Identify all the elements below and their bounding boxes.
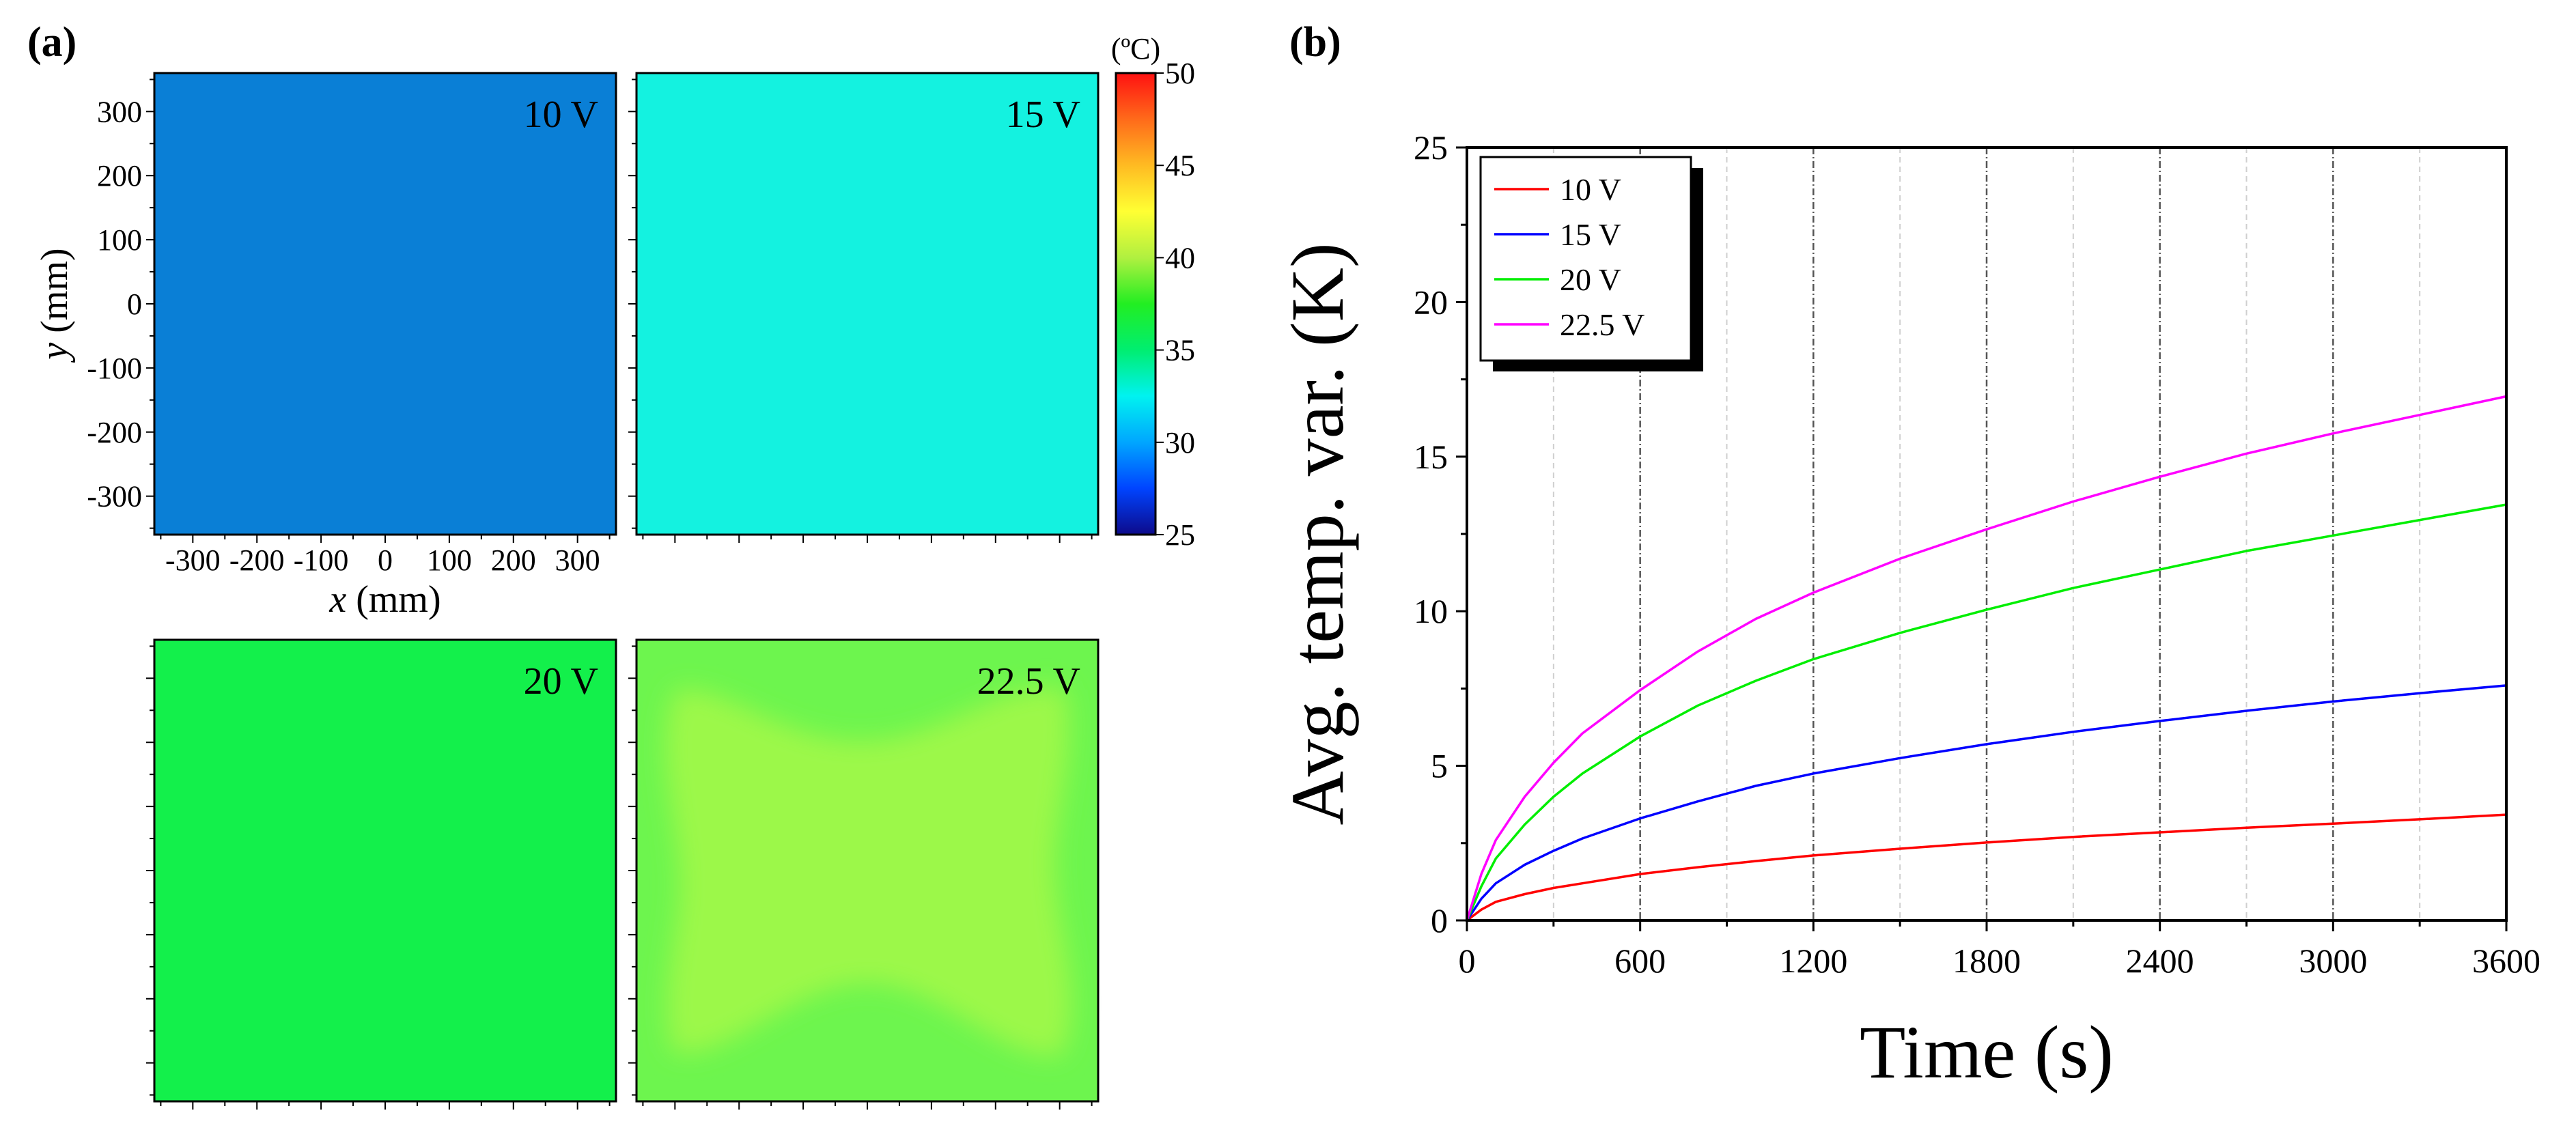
chart-x-tick-label: 600 xyxy=(1614,942,1666,980)
chart-x-tick-labels: 0 600 1200 1800 2400 3000 3600 xyxy=(1459,942,2541,980)
legend-box xyxy=(1479,156,1692,362)
legend-label-22-5v: 22.5 V xyxy=(1560,307,1644,342)
map-x-tick-label: 0 xyxy=(378,544,393,577)
chart-gridlines xyxy=(1552,147,2421,920)
map-20v-label: 20 V xyxy=(524,660,598,703)
colorbar-tick-label: 30 xyxy=(1165,426,1195,460)
chart-y-tick-label: 10 xyxy=(1414,592,1448,630)
series-line-10v xyxy=(1466,813,2507,922)
map-x-tick-label: 300 xyxy=(555,544,600,577)
chart-x-axis-label: Time (s) xyxy=(1860,1011,2114,1094)
map-y-axis-label-unit: (mm) xyxy=(33,248,76,342)
chart-series-lines xyxy=(1466,395,2507,922)
map-15v-label: 15 V xyxy=(1006,94,1080,136)
map-x-tick-label: -100 xyxy=(294,544,349,577)
series-line-20v xyxy=(1466,503,2507,921)
map-x-tick-label: -200 xyxy=(229,544,285,577)
map-x-tick-label: -300 xyxy=(165,544,221,577)
map-22-5v-label: 22.5 V xyxy=(977,660,1080,703)
panel-a: (a) 10 V 15 V 20 V 22.5 V -300 -200 -100 0 xyxy=(27,19,1195,1110)
colorbar-tick-label: 50 xyxy=(1165,57,1195,90)
panel-a-label: (a) xyxy=(27,19,76,66)
map-x-axis-label: x (mm) xyxy=(328,578,440,621)
colorbar-tick-label: 40 xyxy=(1165,241,1195,274)
chart-x-tick-label: 1200 xyxy=(1779,942,1847,980)
map-y-tick-label: -300 xyxy=(87,480,142,513)
series-line-15v xyxy=(1466,684,2507,921)
chart-y-tick-label: 0 xyxy=(1431,901,1448,940)
panel-b: (b) 0 600 1200 1800 2400 3000 3600 0510152025 … xyxy=(1276,19,2540,1094)
temperature-map-22-5v: 22.5 V xyxy=(635,638,1100,1103)
map-15v-field xyxy=(635,72,1100,536)
map-y-tick-labels: 300 200 100 0 -100 -200 -300 xyxy=(87,95,142,513)
legend-label-10v: 10 V xyxy=(1560,172,1621,207)
legend-items: 10 V 15 V 20 V 22.5 V xyxy=(1494,172,1644,342)
chart-x-tick-label: 3600 xyxy=(2472,942,2540,980)
chart-y-tick-label: 15 xyxy=(1414,438,1448,476)
map-y-axis-label-var: y xyxy=(33,343,76,363)
map-y-tick-label: 200 xyxy=(97,159,142,193)
temperature-map-15v: 15 V xyxy=(635,72,1100,536)
map-y-axis-label: y (mm) xyxy=(33,248,76,363)
legend-label-15v: 15 V xyxy=(1560,217,1621,252)
chart-y-tick-label: 25 xyxy=(1414,128,1448,167)
chart-x-tick-label: 1800 xyxy=(1952,942,2021,980)
chart-x-tick-label: 3000 xyxy=(2299,942,2367,980)
chart-y-tick-labels: 0 5 10 15 20 25 xyxy=(1414,128,1448,940)
colorbar-unit: (ºC) xyxy=(1111,32,1160,66)
panel-b-label: (b) xyxy=(1289,19,1341,66)
chart-y-tick-label: 5 xyxy=(1431,747,1448,785)
map-tick-marks xyxy=(146,79,1093,1110)
map-10v-label: 10 V xyxy=(524,94,598,136)
colorbar-gradient xyxy=(1115,72,1157,536)
chart-tick-marks xyxy=(1456,146,2508,931)
map-20v-field xyxy=(153,638,617,1103)
colorbar-tick-label: 45 xyxy=(1165,149,1195,182)
map-y-tick-label: -100 xyxy=(87,352,142,385)
map-10v-field xyxy=(153,72,617,536)
map-x-tick-label: 200 xyxy=(491,544,536,577)
chart-x-tick-label: 0 xyxy=(1459,942,1476,980)
colorbar-tick-label: 25 xyxy=(1165,518,1195,552)
map-y-tick-label: 300 xyxy=(97,95,142,128)
series-line-22-5v xyxy=(1466,395,2507,921)
map-y-tick-label: 0 xyxy=(127,287,142,321)
chart-legend: 10 V 15 V 20 V 22.5 V xyxy=(1479,156,1703,371)
temperature-map-20v: 20 V xyxy=(153,638,617,1103)
map-x-tick-labels: -300 -200 -100 0 100 200 300 xyxy=(165,544,600,577)
map-x-axis-label-unit: (mm) xyxy=(346,578,440,621)
chart-y-tick-label: 20 xyxy=(1414,283,1448,321)
map-y-tick-label: 100 xyxy=(97,223,142,257)
map-y-tick-label: -200 xyxy=(87,416,142,449)
colorbar-tick-label: 35 xyxy=(1165,334,1195,367)
chart-y-axis-label: Avg. temp. var. (K) xyxy=(1276,242,1359,825)
chart-x-tick-label: 2400 xyxy=(2126,942,2194,980)
map-22-5v-warm-region xyxy=(665,688,1072,1056)
map-x-axis-label-var: x xyxy=(328,578,346,621)
colorbar-ticks: 50 45 40 35 30 25 xyxy=(1156,57,1195,552)
legend-label-20v: 20 V xyxy=(1560,262,1621,297)
map-x-tick-label: 100 xyxy=(427,544,472,577)
colorbar: (ºC) 50 45 40 35 30 25 xyxy=(1111,32,1195,552)
temperature-map-10v: 10 V xyxy=(153,72,617,536)
